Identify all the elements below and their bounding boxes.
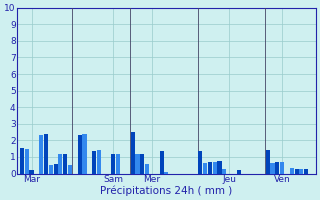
Bar — [294, 169, 299, 174]
Bar — [290, 168, 294, 174]
Bar — [20, 148, 24, 174]
Bar — [68, 165, 72, 174]
Bar — [49, 165, 53, 174]
Bar — [198, 151, 202, 174]
Bar — [83, 134, 87, 174]
Bar — [275, 162, 279, 174]
Bar — [116, 154, 120, 174]
Bar — [160, 151, 164, 174]
Bar — [140, 154, 144, 174]
Bar — [135, 154, 140, 174]
Bar — [25, 149, 29, 174]
Bar — [111, 154, 116, 174]
Bar — [222, 169, 226, 174]
Bar — [58, 154, 62, 174]
Bar — [237, 170, 241, 174]
Bar — [304, 169, 308, 174]
Bar — [63, 154, 67, 174]
Bar — [270, 163, 275, 174]
Bar — [208, 162, 212, 174]
Bar — [266, 150, 270, 174]
Bar — [53, 164, 58, 174]
Bar — [212, 162, 217, 174]
Bar — [92, 151, 96, 174]
Bar — [44, 134, 48, 174]
Bar — [78, 135, 82, 174]
Bar — [97, 150, 101, 174]
Bar — [299, 169, 303, 174]
Bar — [29, 170, 34, 174]
Bar — [131, 132, 135, 174]
X-axis label: Précipitations 24h ( mm ): Précipitations 24h ( mm ) — [100, 185, 233, 196]
Bar — [145, 164, 149, 174]
Bar — [203, 163, 207, 174]
Bar — [164, 172, 169, 174]
Bar — [280, 162, 284, 174]
Bar — [217, 161, 221, 174]
Bar — [39, 135, 43, 174]
